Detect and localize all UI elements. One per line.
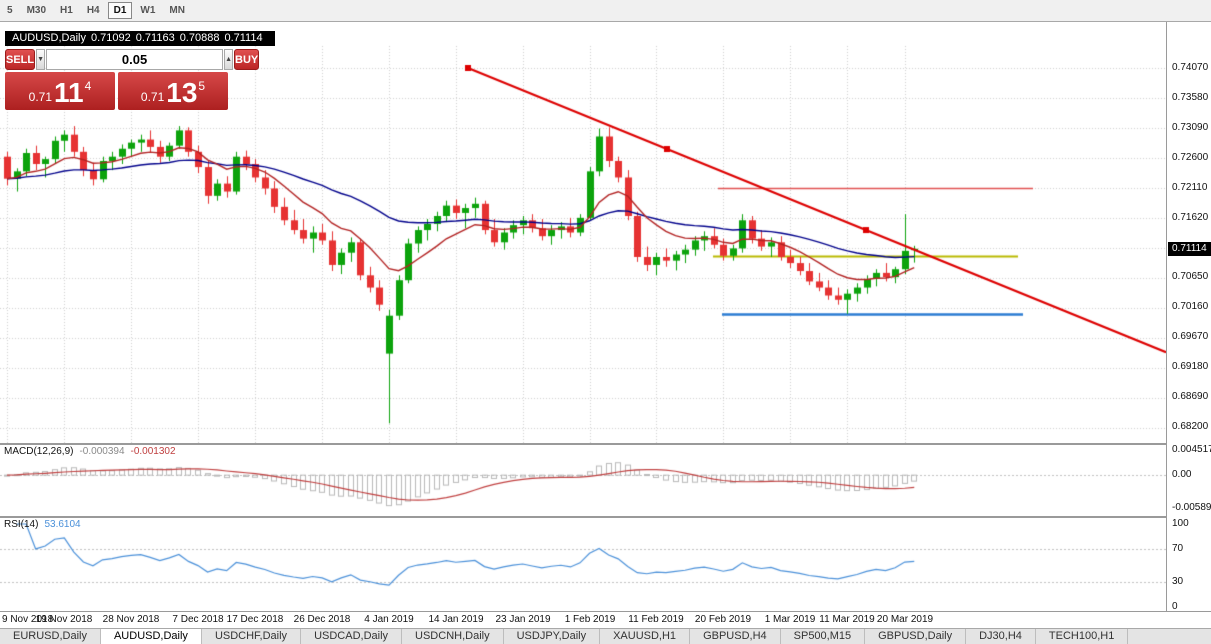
macd-axis-label: -0.005899 — [1172, 502, 1211, 513]
ohlc-open: 0.71092 — [90, 32, 131, 44]
buy-price-sup: 5 — [198, 79, 206, 93]
lot-increase-icon[interactable]: ▲ — [224, 49, 233, 70]
macd-main-value: -0.000394 — [79, 446, 125, 457]
macd-signal-value: -0.001302 — [130, 446, 176, 457]
rsi-panel-canvas[interactable] — [0, 518, 1166, 611]
rsi-value: 53.6104 — [44, 519, 81, 530]
chart-tab-audusd-daily[interactable]: AUDUSD,Daily — [100, 629, 202, 644]
chart-ohlc-label: AUDUSD,Daily 0.71092 0.71163 0.70888 0.71114 — [5, 31, 275, 46]
timeframe-toolbar: 5 M30 H1 H4 D1 W1 MN — [0, 0, 1211, 22]
timeframe-button-h4[interactable]: H4 — [86, 5, 100, 16]
price-axis-label: 0.70650 — [1172, 271, 1209, 283]
price-axis-label: 0.71620 — [1172, 211, 1209, 223]
macd-label: MACD(12,26,9) -0.000394 -0.001302 — [4, 446, 182, 457]
macd-axis-label: 0.004517 — [1172, 444, 1211, 455]
macd-name: MACD(12,26,9) — [4, 446, 74, 457]
price-axis-label: 0.70160 — [1172, 301, 1209, 313]
chart-tab-gbpusd-h4[interactable]: GBPUSD,H4 — [690, 629, 781, 644]
buy-price-display[interactable]: 0.71 13 5 — [118, 72, 228, 110]
ohlc-high: 0.71163 — [135, 32, 175, 44]
date-axis-label: 17 Dec 2018 — [226, 614, 284, 625]
chart-tab-xauusd-h1[interactable]: XAUUSD,H1 — [600, 629, 691, 644]
chart-symbol-period: AUDUSD,Daily — [12, 32, 86, 44]
price-axis-label: 0.72600 — [1172, 151, 1209, 163]
macd-panel-canvas[interactable] — [0, 445, 1166, 516]
date-axis-label: 23 Jan 2019 — [495, 614, 551, 625]
price-axis-label: 0.68690 — [1172, 391, 1209, 403]
price-axis-label: 0.73090 — [1172, 121, 1209, 133]
ohlc-low: 0.70888 — [179, 32, 220, 44]
buy-button[interactable]: BUY — [234, 49, 260, 70]
lot-size-input[interactable] — [46, 49, 224, 70]
rsi-panel-separator[interactable] — [0, 516, 1211, 518]
rsi-axis-label: 70 — [1172, 542, 1184, 554]
rsi-name: RSI(14) — [4, 519, 39, 530]
sell-price-sup: 4 — [84, 79, 92, 93]
date-axis-label: 19 Nov 2018 — [35, 614, 93, 625]
rsi-axis-label: 100 — [1172, 518, 1189, 529]
timeframe-button-5[interactable]: 5 — [7, 5, 13, 16]
date-axis-label: 4 Jan 2019 — [364, 614, 414, 625]
date-axis-label: 7 Dec 2018 — [172, 614, 224, 625]
rsi-label: RSI(14) 53.6104 — [4, 519, 87, 530]
chart-tabs: EURUSD,Daily AUDUSD,Daily USDCHF,Daily USDC… — [0, 628, 1211, 644]
timeframe-button-d1[interactable]: D1 — [107, 2, 133, 19]
chart-tab-eurusd-daily[interactable]: EURUSD,Daily — [0, 629, 101, 644]
date-axis-label: 1 Feb 2019 — [564, 614, 616, 625]
date-axis-label: 20 Mar 2019 — [876, 614, 934, 625]
timeframe-button-m30[interactable]: M30 — [26, 5, 47, 16]
lot-decrease-icon[interactable]: ▼ — [36, 49, 46, 70]
price-axis-label: 0.69670 — [1172, 331, 1209, 343]
ohlc-close: 0.71114 — [224, 32, 263, 44]
macd-axis-label: 0.00 — [1172, 469, 1192, 481]
timeframe-button-h1[interactable]: H1 — [60, 5, 73, 16]
date-axis-label: 20 Feb 2019 — [694, 614, 752, 625]
date-axis-label: 14 Jan 2019 — [428, 614, 484, 625]
buy-price-prefix: 0.71 — [140, 90, 165, 104]
current-price-badge: 0.71114 — [1168, 241, 1211, 256]
sell-button[interactable]: SELL — [5, 49, 36, 70]
date-axis-label: 26 Dec 2018 — [293, 614, 351, 625]
price-axis: 0.71114 0.74070 0.73580 0.73090 0.72600 0.72… — [1166, 22, 1211, 612]
date-axis-label: 11 Mar 2019 — [819, 614, 875, 625]
chart-tab-dj30-h4[interactable]: DJ30,H4 — [966, 629, 1036, 644]
chart-tab-usdcad-daily[interactable]: USDCAD,Daily — [301, 629, 403, 644]
date-axis-separator — [0, 611, 1211, 612]
timeframe-button-mn[interactable]: MN — [169, 5, 185, 16]
date-axis-label: 11 Feb 2019 — [628, 614, 684, 625]
timeframe-button-w1[interactable]: W1 — [140, 5, 156, 16]
sell-price-prefix: 0.71 — [28, 90, 53, 104]
date-axis: 9 Nov 2018 19 Nov 2018 28 Nov 2018 7 Dec 20… — [0, 612, 1166, 628]
rsi-axis-label: 0 — [1172, 601, 1178, 612]
chart-tab-tech100-h1[interactable]: TECH100,H1 — [1035, 629, 1129, 644]
chart-tab-usdchf-daily[interactable]: USDCHF,Daily — [201, 629, 302, 644]
rsi-axis-label: 30 — [1172, 576, 1184, 588]
price-axis-label: 0.73580 — [1172, 91, 1209, 103]
sell-price-display[interactable]: 0.71 11 4 — [5, 72, 115, 110]
chart-tab-usdjpy-daily[interactable]: USDJPY,Daily — [503, 629, 601, 644]
price-axis-label: 0.69180 — [1172, 361, 1209, 373]
chart-tab-sp500-m15[interactable]: SP500,M15 — [780, 629, 866, 644]
buy-price-big: 13 — [166, 77, 198, 108]
price-axis-label: 0.72110 — [1172, 181, 1208, 193]
chart-tab-usdcnh-daily[interactable]: USDCNH,Daily — [402, 629, 504, 644]
chart-tab-gbpusd-daily[interactable]: GBPUSD,Daily — [865, 629, 967, 644]
sell-price-big: 11 — [54, 77, 84, 108]
date-axis-label: 1 Mar 2019 — [764, 614, 816, 625]
price-axis-label: 0.74070 — [1172, 62, 1209, 73]
price-axis-label: 0.68200 — [1172, 421, 1209, 432]
date-axis-label: 9 Nov 2018 — [2, 614, 54, 625]
date-axis-label: 28 Nov 2018 — [102, 614, 160, 625]
macd-panel-separator[interactable] — [0, 443, 1211, 445]
